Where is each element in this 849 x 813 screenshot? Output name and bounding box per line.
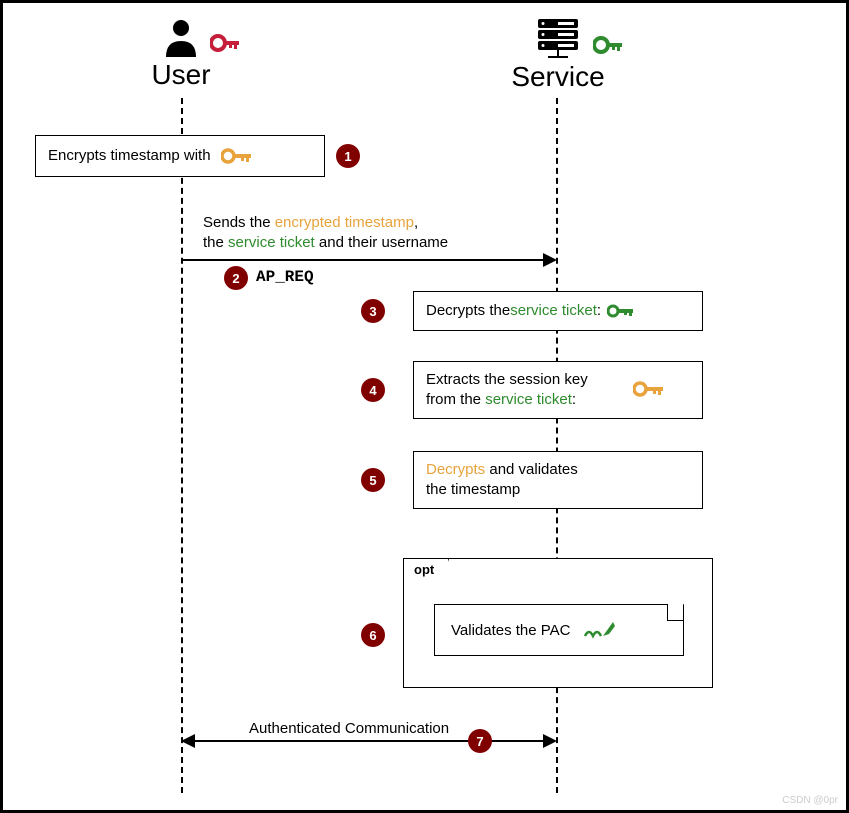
opt-label: opt	[403, 558, 449, 580]
service-lifeline	[556, 98, 558, 793]
user-icon	[161, 17, 201, 57]
step2-code: AP_REQ	[256, 268, 314, 286]
badge-2: 2	[224, 266, 248, 290]
watermark: CSDN @0pr	[782, 795, 838, 806]
badge-6: 6	[361, 623, 385, 647]
badge-1: 1	[336, 144, 360, 168]
step4-box: Extracts the session key from the servic…	[413, 361, 703, 419]
step5-box: Decrypts and validates the timestamp	[413, 451, 703, 509]
badge-5: 5	[361, 468, 385, 492]
step7-text: Authenticated Communication	[245, 719, 453, 739]
step6-doc: Validates the PAC	[434, 604, 684, 656]
user-key-icon	[210, 33, 242, 53]
step1-box: Encrypts timestamp with	[35, 135, 325, 177]
server-icon	[533, 17, 583, 59]
service-key-icon	[593, 35, 625, 55]
signature-icon	[583, 618, 619, 642]
step2-msg: Sends the encrypted timestamp, the servi…	[203, 213, 448, 252]
session-key-icon	[221, 147, 255, 165]
step3-box: Decrypts the service ticket:	[413, 291, 703, 331]
step2-arrow	[182, 259, 544, 261]
step2-arrowhead	[543, 253, 557, 267]
session-key-icon-2	[633, 380, 667, 398]
step6-text: Validates the PAC	[451, 622, 571, 639]
badge-4: 4	[361, 378, 385, 402]
service-key-icon-inline	[607, 303, 637, 319]
step7-arrowhead-r	[543, 734, 557, 748]
actor-service: Service	[503, 17, 613, 93]
badge-3: 3	[361, 299, 385, 323]
opt-frame: opt Validates the PAC	[403, 558, 713, 688]
step1-text: Encrypts timestamp with	[48, 146, 211, 166]
step7-arrowhead-l	[181, 734, 195, 748]
actor-user: User	[143, 17, 219, 91]
badge-7: 7	[468, 729, 492, 753]
user-label: User	[143, 59, 219, 91]
user-lifeline	[181, 98, 183, 793]
diagram-frame: User Service Encrypts timestamp with	[0, 0, 849, 813]
service-label: Service	[503, 61, 613, 93]
step7-arrow	[193, 740, 545, 742]
